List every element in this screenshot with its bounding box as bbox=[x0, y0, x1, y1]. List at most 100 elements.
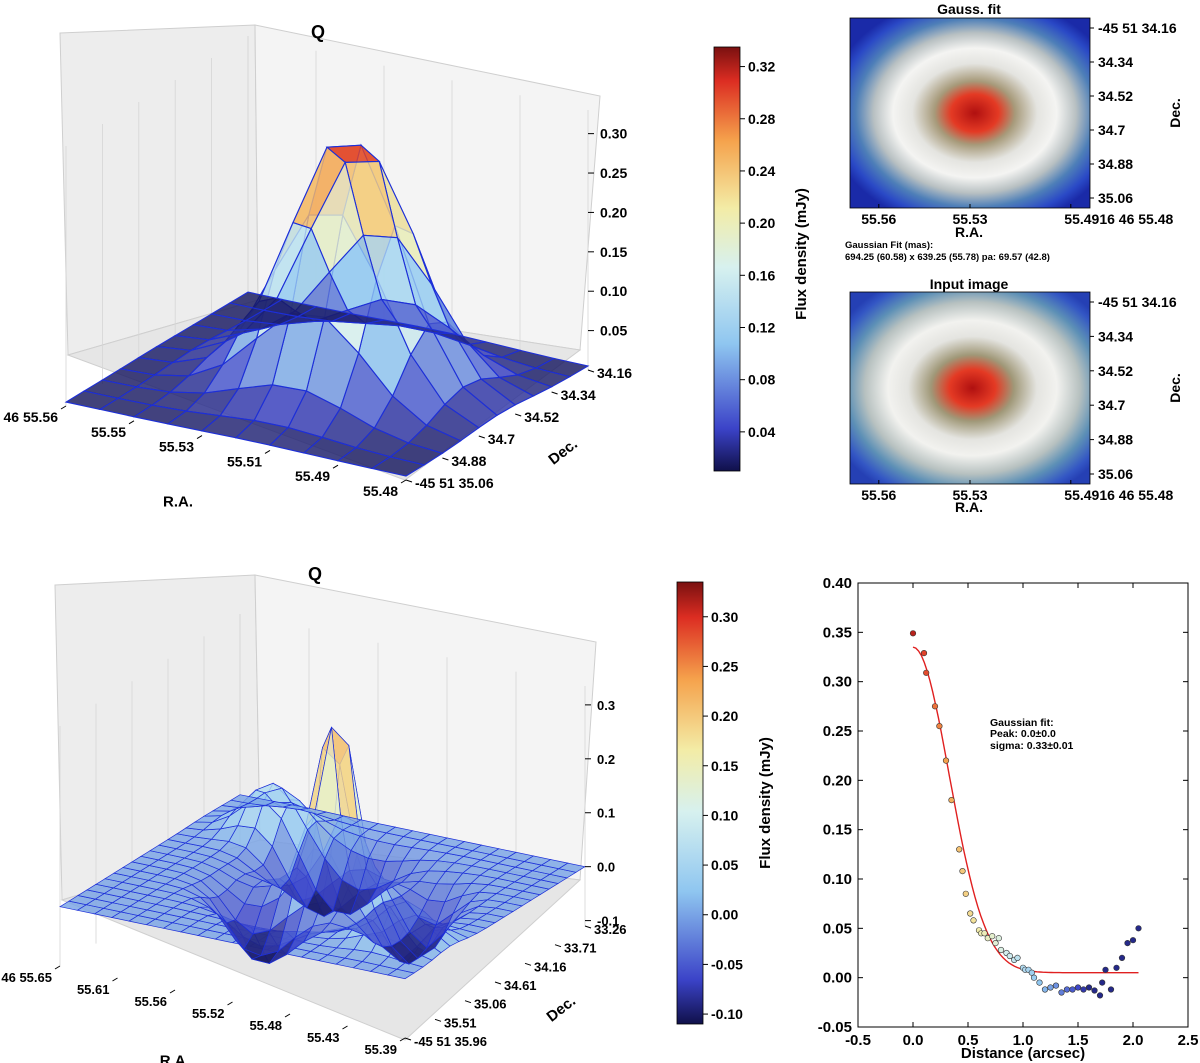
x-tick-label: 16 46 55.56 bbox=[0, 409, 58, 425]
data-point bbox=[1102, 966, 1109, 973]
data-point bbox=[997, 946, 1005, 954]
x-tick-label: 0.5 bbox=[958, 1032, 979, 1049]
z-tick-label: -0.1 bbox=[597, 914, 619, 929]
y-tick-label: 33.26 bbox=[594, 922, 627, 937]
colorbar-tick-label: 0.30 bbox=[711, 609, 738, 625]
colorbar-tick-label: 0.05 bbox=[711, 857, 738, 873]
x-tick-label: 2.0 bbox=[1123, 1032, 1144, 1049]
y-tick-label: 34.61 bbox=[504, 978, 537, 993]
y-tick-label: -0.05 bbox=[818, 1019, 852, 1036]
x-tick-label: 2.5 bbox=[1178, 1032, 1199, 1049]
colorbar-tick-label: 0.12 bbox=[748, 319, 775, 335]
y-tick-label: 35.51 bbox=[444, 1015, 477, 1030]
y-tick bbox=[551, 391, 558, 395]
colorbar-tick-label: 0.24 bbox=[748, 163, 775, 179]
colorbar-tick-label: -0.10 bbox=[711, 1006, 743, 1022]
data-point bbox=[1113, 964, 1120, 971]
y-tick bbox=[515, 413, 522, 417]
colorbar-tick-label: 0.08 bbox=[748, 372, 775, 388]
data-point bbox=[1099, 979, 1106, 986]
data-point bbox=[1124, 939, 1131, 947]
data-point bbox=[1085, 984, 1093, 991]
y-tick bbox=[434, 1018, 442, 1022]
x-tick-label: 55.48 bbox=[363, 483, 398, 499]
x-tick bbox=[196, 435, 203, 440]
z-tick-label: 0.1 bbox=[597, 806, 615, 821]
data-point bbox=[923, 669, 930, 676]
colorbar-tick-label: 0.32 bbox=[748, 59, 775, 75]
y-tick-label: 34.88 bbox=[1098, 432, 1133, 448]
y-tick bbox=[554, 944, 562, 948]
y-tick-label: 34.34 bbox=[1098, 54, 1133, 70]
x-tick-label: 0.0 bbox=[903, 1032, 924, 1049]
y-tick-label: 34.16 bbox=[534, 959, 567, 974]
data-point bbox=[1058, 989, 1065, 996]
profile-annotation-1: Gaussian fit: bbox=[990, 717, 1054, 729]
y-tick-label: 0.40 bbox=[823, 575, 852, 592]
x-tick bbox=[284, 1013, 291, 1018]
data-point bbox=[995, 935, 1002, 942]
colorbar-tick-label: 0.10 bbox=[711, 807, 738, 823]
y-tick-label: 0.35 bbox=[823, 624, 852, 641]
data-point bbox=[1129, 937, 1137, 944]
colorbar-tick-label: 0.20 bbox=[748, 215, 775, 231]
data-point bbox=[1135, 925, 1142, 932]
colorbar-tick-label: 0.04 bbox=[748, 424, 775, 440]
y-tick-label: 34.52 bbox=[1098, 88, 1133, 104]
data-point bbox=[989, 933, 996, 940]
colorbar-tick-label: 0.00 bbox=[711, 907, 738, 923]
data-point bbox=[1091, 987, 1098, 994]
data-point bbox=[1047, 984, 1054, 991]
surface-cell bbox=[228, 291, 284, 311]
x-axis-label: R.A. bbox=[160, 1053, 190, 1063]
profile-annotation-3: sigma: 0.33±0.01 bbox=[990, 740, 1074, 752]
x-tick-label: 55.53 bbox=[159, 439, 194, 455]
input-image-heatmap bbox=[849, 291, 1091, 485]
y-tick-label: 34.7 bbox=[1098, 397, 1125, 413]
y-tick-label: 0.25 bbox=[823, 723, 852, 740]
bottom-colorbar bbox=[676, 581, 704, 1025]
data-point bbox=[970, 917, 977, 924]
x-tick bbox=[400, 479, 407, 484]
surface-mesh bbox=[59, 726, 586, 980]
y-tick-label: 35.06 bbox=[1098, 190, 1133, 206]
input-image-ylabel: Dec. bbox=[1167, 373, 1183, 403]
y-tick bbox=[442, 457, 449, 461]
x-tick bbox=[169, 989, 176, 994]
data-point bbox=[1014, 954, 1021, 962]
z-tick-label: 0.25 bbox=[600, 165, 627, 181]
colorbar-tick-label: -0.05 bbox=[711, 956, 743, 972]
data-point bbox=[959, 867, 966, 875]
colorbar-tick-label: 0.25 bbox=[711, 658, 738, 674]
data-point bbox=[1069, 986, 1076, 993]
bottom-colorbar-ticks: 0.30 0.25 0.20 0.15 0.10 0.05 0.00 -0.05 -0.10 bbox=[703, 609, 743, 1022]
colorbar-tick-label: 0.28 bbox=[748, 111, 775, 127]
data-point bbox=[909, 630, 917, 637]
data-point bbox=[962, 890, 969, 897]
x-tick-label: 55.55 bbox=[91, 424, 126, 440]
x-tick-label: 55.4916 46 55.48 bbox=[1064, 487, 1173, 503]
y-tick-label: 0.30 bbox=[823, 674, 852, 691]
z-tick-label: 0.20 bbox=[600, 204, 627, 220]
z-tick-label: 0.3 bbox=[597, 698, 615, 713]
bottom-surface-plot: 16 46 55.65 55.61 55.56 55.52 55.48 55.43 55.3… bbox=[0, 574, 627, 1063]
y-tick-label: 0.10 bbox=[823, 871, 852, 888]
z-tick-label: 0.0 bbox=[597, 860, 615, 875]
data-point bbox=[1074, 984, 1082, 991]
x-tick-label: 55.61 bbox=[77, 982, 110, 997]
x-tick-label: 55.48 bbox=[249, 1018, 282, 1033]
gauss-fit-caption-1: Gaussian Fit (mas): bbox=[845, 240, 933, 251]
data-point bbox=[1036, 979, 1043, 986]
surface-mesh bbox=[64, 143, 590, 477]
gauss-fit-axes: 55.56 55.53 55.4916 46 55.48 -45 51 34.16 34… bbox=[861, 20, 1177, 227]
gauss-fit-title: Gauss. fit bbox=[937, 1, 1001, 17]
x-tick bbox=[112, 977, 118, 982]
x-axis-label: R.A. bbox=[163, 494, 193, 511]
y-axis-label: Dec. bbox=[544, 993, 579, 1026]
y-tick bbox=[405, 479, 413, 483]
input-image-xlabel: R.A. bbox=[955, 499, 983, 515]
y-tick-label: 34.52 bbox=[524, 409, 559, 425]
y-tick-label: -45 51 34.16 bbox=[1098, 294, 1177, 310]
y-tick-label: 0.15 bbox=[823, 822, 852, 839]
